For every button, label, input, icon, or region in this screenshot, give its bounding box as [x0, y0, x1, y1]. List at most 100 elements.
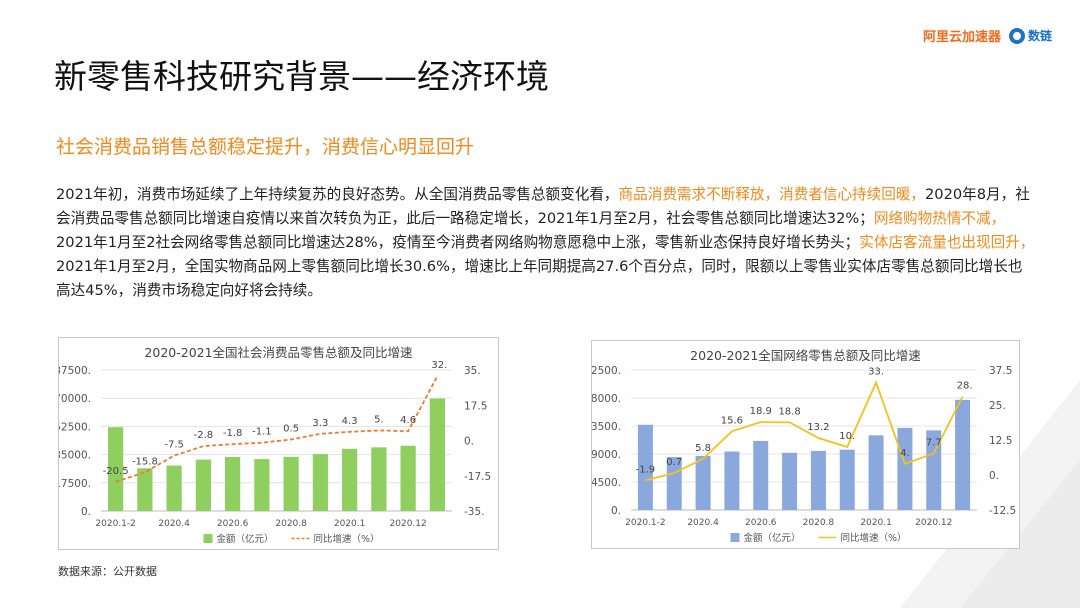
x-tick-label: 2020.1 — [334, 519, 366, 529]
line-data-label: -1.1 — [252, 427, 272, 438]
y-right-tick-label: 37.5 — [989, 365, 1012, 377]
bar — [342, 448, 358, 511]
bar — [429, 398, 445, 511]
y-right-tick-label: 25. — [989, 400, 1006, 412]
x-tick-label: 2020.1-2 — [95, 519, 135, 529]
bar — [955, 399, 971, 510]
line-data-label: -20.5 — [103, 466, 129, 477]
line-data-label: 4.6 — [400, 415, 416, 426]
line-data-label: 0.5 — [283, 423, 299, 434]
x-tick-label: 2020.4 — [158, 519, 190, 529]
section-subtitle: 社会消费品销售总额稳定提升，消费信心明显回升 — [56, 136, 475, 158]
bar — [225, 457, 241, 511]
page-title: 新零售科技研究背景——经济环境 — [54, 57, 549, 96]
line-data-label: 5.8 — [695, 443, 711, 454]
y-left-tick-label: 0. — [611, 505, 621, 517]
growth-line — [115, 375, 439, 483]
y-right-tick-label: 0. — [989, 470, 999, 482]
bar — [137, 468, 153, 511]
y-left-tick-label: 18000. — [592, 393, 621, 405]
retail-sales-chart-svg: 2020-2021全国社会消费品零售总额及同比增速 0. 17500. 35000. 5… — [59, 345, 491, 545]
chart-title: 2020-2021全国网络零售总额及同比增速 — [690, 348, 921, 363]
shulian-logo: 数链 — [1008, 27, 1052, 44]
y-left-tick-label: 13500. — [592, 421, 621, 433]
paragraph-text-3: 2021年1月至2社会网络零售总额同比增速达28%，疫情至今消费者网络购物意愿稳… — [56, 234, 860, 251]
bar — [753, 440, 769, 510]
paragraph-highlight-1: 商品消费需求不断释放，消费者信心持续回暖， — [618, 186, 926, 203]
bar — [868, 435, 884, 510]
y-right-tick-label: 0. — [464, 436, 474, 448]
y-left-tick-label: 35000. — [59, 450, 91, 462]
y-right-tick-label: -12.5 — [989, 505, 1016, 517]
bar — [108, 427, 124, 511]
bar — [371, 447, 387, 511]
online-retail-chart: 2020-2021全国网络零售总额及同比增速 0. 4500. 9000. 13500.… — [591, 340, 1020, 549]
line-data-label: 10. — [839, 431, 855, 442]
shulian-logo-text: 数链 — [1027, 29, 1052, 43]
shulian-logo-icon — [1008, 27, 1025, 44]
bar — [254, 459, 270, 511]
bar — [782, 452, 798, 510]
legend-bar-swatch — [730, 533, 740, 542]
line-data-label: 18.8 — [778, 406, 800, 417]
summary-paragraph: 2021年初，消费市场延续了上年持续复苏的良好态势。从全国消费品零售总额变化看，… — [56, 183, 1036, 303]
bar — [897, 427, 913, 510]
bar — [695, 455, 711, 510]
x-tick-label: 2020.8 — [275, 519, 307, 529]
x-tick-label: 2020.12 — [390, 519, 427, 529]
logo-group: 阿里云加速器 数链 — [923, 26, 1052, 45]
line-data-label: 18.9 — [750, 406, 772, 417]
line-data-label: 0.7 — [666, 457, 682, 468]
chart-title: 2020-2021全国社会消费品零售总额及同比增速 — [144, 345, 413, 360]
bar — [166, 465, 182, 511]
line-data-label: -1.9 — [636, 464, 656, 475]
bar — [195, 459, 211, 511]
paragraph-text-4: 2021年1月至2月，全国实物商品网上零售额同比增长30.6%，增速比上年同期提… — [56, 258, 1023, 299]
y-left-tick-label: 22500. — [592, 365, 621, 377]
data-source-note: 数据来源：公开数据 — [58, 565, 157, 578]
paragraph-text-2: 2020年8月，社会消费品零售总额同比增速自疫情以来首次转负为正，此后一路稳定增… — [56, 186, 1030, 227]
growth-line — [645, 380, 964, 482]
online-retail-chart-svg: 2020-2021全国网络零售总额及同比增速 0. 4500. 9000. 13500.… — [592, 348, 1016, 544]
legend-bar-label: 金额（亿元） — [744, 532, 801, 544]
x-tick-label: 2020.1-2 — [625, 518, 665, 528]
y-left-tick-label: 52500. — [59, 421, 91, 433]
line-data-label: 28. — [957, 381, 973, 392]
line-data-label: 5. — [374, 414, 384, 425]
bar — [724, 451, 740, 510]
aliyun-accelerator-logo: 阿里云加速器 — [922, 30, 1001, 45]
bar — [637, 424, 653, 510]
y-left-tick-label: 0. — [81, 506, 91, 518]
y-right-tick-label: 35. — [464, 365, 481, 377]
x-tick-label: 2020.8 — [803, 518, 835, 528]
y-left-tick-label: 70000. — [59, 393, 91, 405]
line-data-label: -2.8 — [194, 430, 214, 441]
y-right-tick-label: -35. — [464, 506, 485, 518]
y-right-tick-label: 17.5 — [464, 400, 487, 412]
legend-bar-label: 金额（亿元） — [217, 533, 274, 545]
line-data-label: -7.5 — [164, 440, 184, 451]
x-tick-label: 2020.12 — [915, 518, 952, 528]
legend-line-label: 同比增速（%） — [314, 533, 380, 545]
x-tick-label: 2020.6 — [217, 519, 249, 529]
bar — [400, 445, 416, 511]
bar — [283, 456, 299, 511]
paragraph-text-1: 2021年初，消费市场延续了上年持续复苏的良好态势。从全国消费品零售总额变化看， — [56, 186, 619, 203]
line-data-label: 13.2 — [807, 422, 829, 433]
y-right-tick-label: -17.5 — [464, 471, 491, 483]
bar — [810, 450, 826, 510]
paragraph-highlight-2: 网络购物热情不减， — [873, 210, 1006, 227]
line-data-label: 15.6 — [721, 415, 743, 426]
paragraph-highlight-3: 实体店客流量也出现回升， — [859, 234, 1035, 251]
bar — [926, 430, 942, 510]
line-data-label: 3.3 — [312, 418, 328, 429]
line-data-label: 7.7 — [926, 437, 942, 448]
y-left-tick-label: 4500. — [592, 477, 621, 489]
y-right-tick-label: 12.5 — [989, 435, 1012, 447]
legend-line-label: 同比增速（%） — [841, 532, 907, 544]
line-data-label: 4.3 — [342, 416, 358, 427]
x-tick-label: 2020.6 — [745, 518, 777, 528]
y-left-tick-label: 9000. — [592, 449, 621, 461]
line-data-label: -1.8 — [223, 428, 243, 439]
x-tick-label: 2020.4 — [687, 518, 719, 528]
